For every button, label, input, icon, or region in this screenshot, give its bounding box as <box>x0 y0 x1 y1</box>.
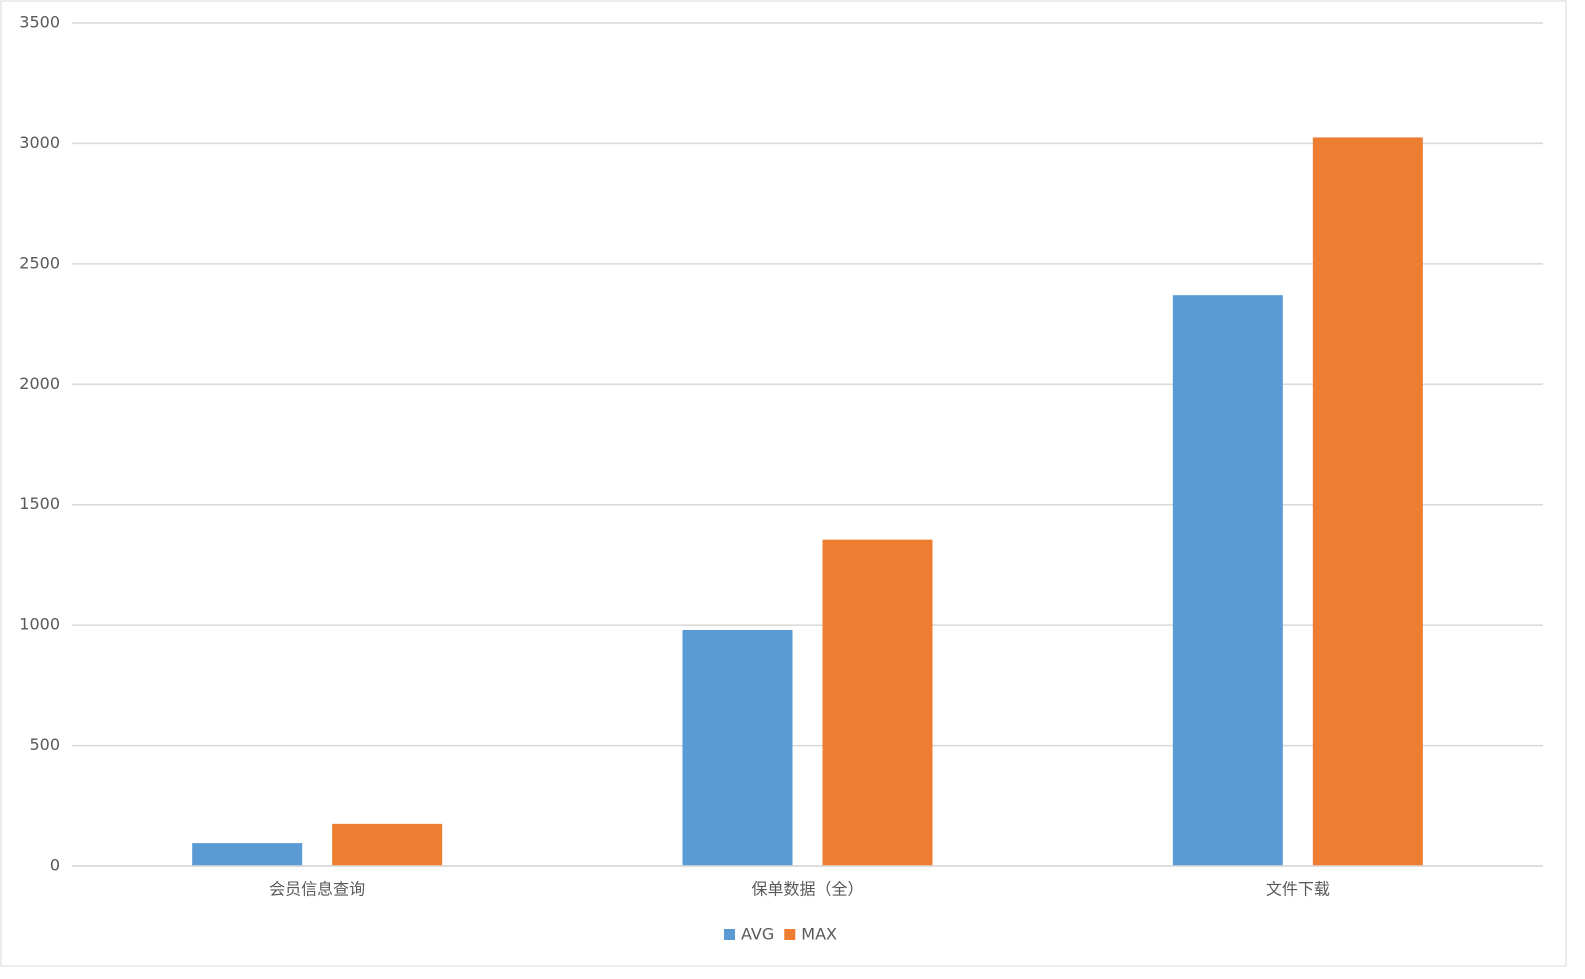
y-tick-label: 2500 <box>19 253 60 272</box>
bar <box>1312 137 1423 866</box>
bar <box>192 843 303 866</box>
legend-label: AVG <box>741 925 774 944</box>
legend-swatch <box>784 929 796 940</box>
bar <box>822 539 933 866</box>
x-tick-label: 会员信息查询 <box>269 880 365 899</box>
y-tick-label: 1500 <box>19 494 60 513</box>
y-tick-label: 3000 <box>19 133 60 152</box>
y-tick-label: 1000 <box>19 615 60 634</box>
bar <box>332 823 443 866</box>
y-tick-label: 2000 <box>19 374 60 393</box>
x-tick-label: 保单数据（全） <box>751 880 863 899</box>
bar <box>682 629 793 866</box>
legend-label: MAX <box>801 925 837 944</box>
y-tick-label: 0 <box>50 856 60 875</box>
y-tick-label: 500 <box>29 735 60 754</box>
y-tick-label: 3500 <box>19 13 60 32</box>
bar <box>1172 295 1283 866</box>
legend-swatch <box>724 929 735 940</box>
x-tick-label: 文件下载 <box>1266 880 1330 899</box>
